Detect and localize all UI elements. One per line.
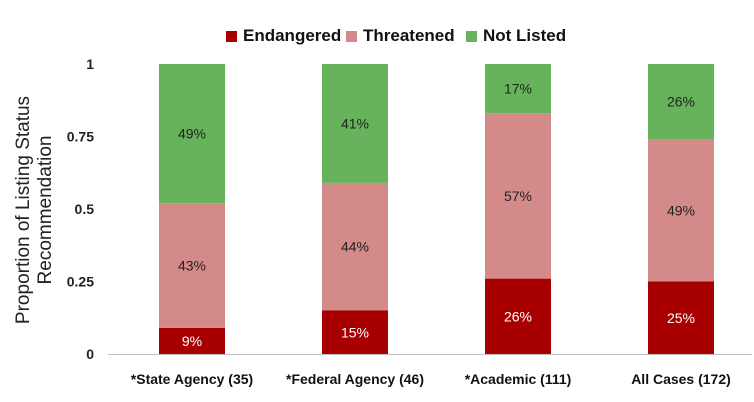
data-label: 43% bbox=[178, 258, 206, 274]
bar-segment-endangered bbox=[485, 278, 551, 354]
data-label: 15% bbox=[341, 324, 369, 340]
data-label: 9% bbox=[182, 333, 202, 349]
y-tick-label: 0.25 bbox=[67, 274, 94, 290]
x-tick-label: *Academic (111) bbox=[465, 371, 572, 387]
legend: Endangered Threatened Not Listed bbox=[0, 0, 754, 45]
bar-segment-not-listed bbox=[159, 64, 225, 204]
data-label: 25% bbox=[667, 310, 695, 326]
legend-label-endangered: Endangered bbox=[243, 26, 342, 45]
y-tick-label: 0.75 bbox=[67, 129, 94, 145]
x-tick-label: All Cases (172) bbox=[631, 371, 731, 387]
data-label: 26% bbox=[504, 308, 532, 324]
legend-label-not-listed: Not Listed bbox=[483, 26, 567, 45]
y-tick-label: 1 bbox=[86, 56, 94, 72]
bar-segment-threatened bbox=[159, 203, 225, 328]
data-label: 57% bbox=[504, 188, 532, 204]
legend-swatch-not-listed bbox=[466, 30, 477, 42]
data-label: 26% bbox=[667, 94, 695, 110]
bar-segment-not-listed bbox=[648, 64, 714, 140]
legend-item-not-listed[interactable]: Not Listed bbox=[466, 26, 566, 46]
bar-segment-not-listed bbox=[322, 64, 388, 183]
data-label: 49% bbox=[667, 202, 695, 218]
bar-segment-threatened bbox=[648, 139, 714, 282]
data-label: 44% bbox=[341, 239, 369, 255]
x-tick-label: *State Agency (35) bbox=[131, 371, 253, 387]
data-label: 41% bbox=[341, 115, 369, 131]
data-label: 49% bbox=[178, 126, 206, 142]
bar-segment-threatened bbox=[322, 182, 388, 311]
bar-segment-endangered bbox=[159, 327, 225, 354]
legend-item-threatened[interactable]: Threatened bbox=[346, 26, 455, 46]
bar-segment-endangered bbox=[648, 281, 714, 354]
y-tick-label: 0 bbox=[86, 346, 94, 362]
legend-swatch-threatened bbox=[346, 30, 357, 42]
bar-segment-threatened bbox=[485, 113, 551, 279]
bar-segment-endangered bbox=[322, 310, 388, 354]
bar-segment-not-listed bbox=[485, 64, 551, 114]
data-label: 17% bbox=[504, 81, 532, 97]
legend-swatch-endangered bbox=[226, 30, 237, 42]
x-tick-label: *Federal Agency (46) bbox=[286, 371, 424, 387]
y-tick-label: 0.5 bbox=[75, 201, 95, 217]
legend-label-threatened: Threatened bbox=[363, 26, 455, 45]
legend-item-endangered[interactable]: Endangered bbox=[226, 26, 341, 46]
